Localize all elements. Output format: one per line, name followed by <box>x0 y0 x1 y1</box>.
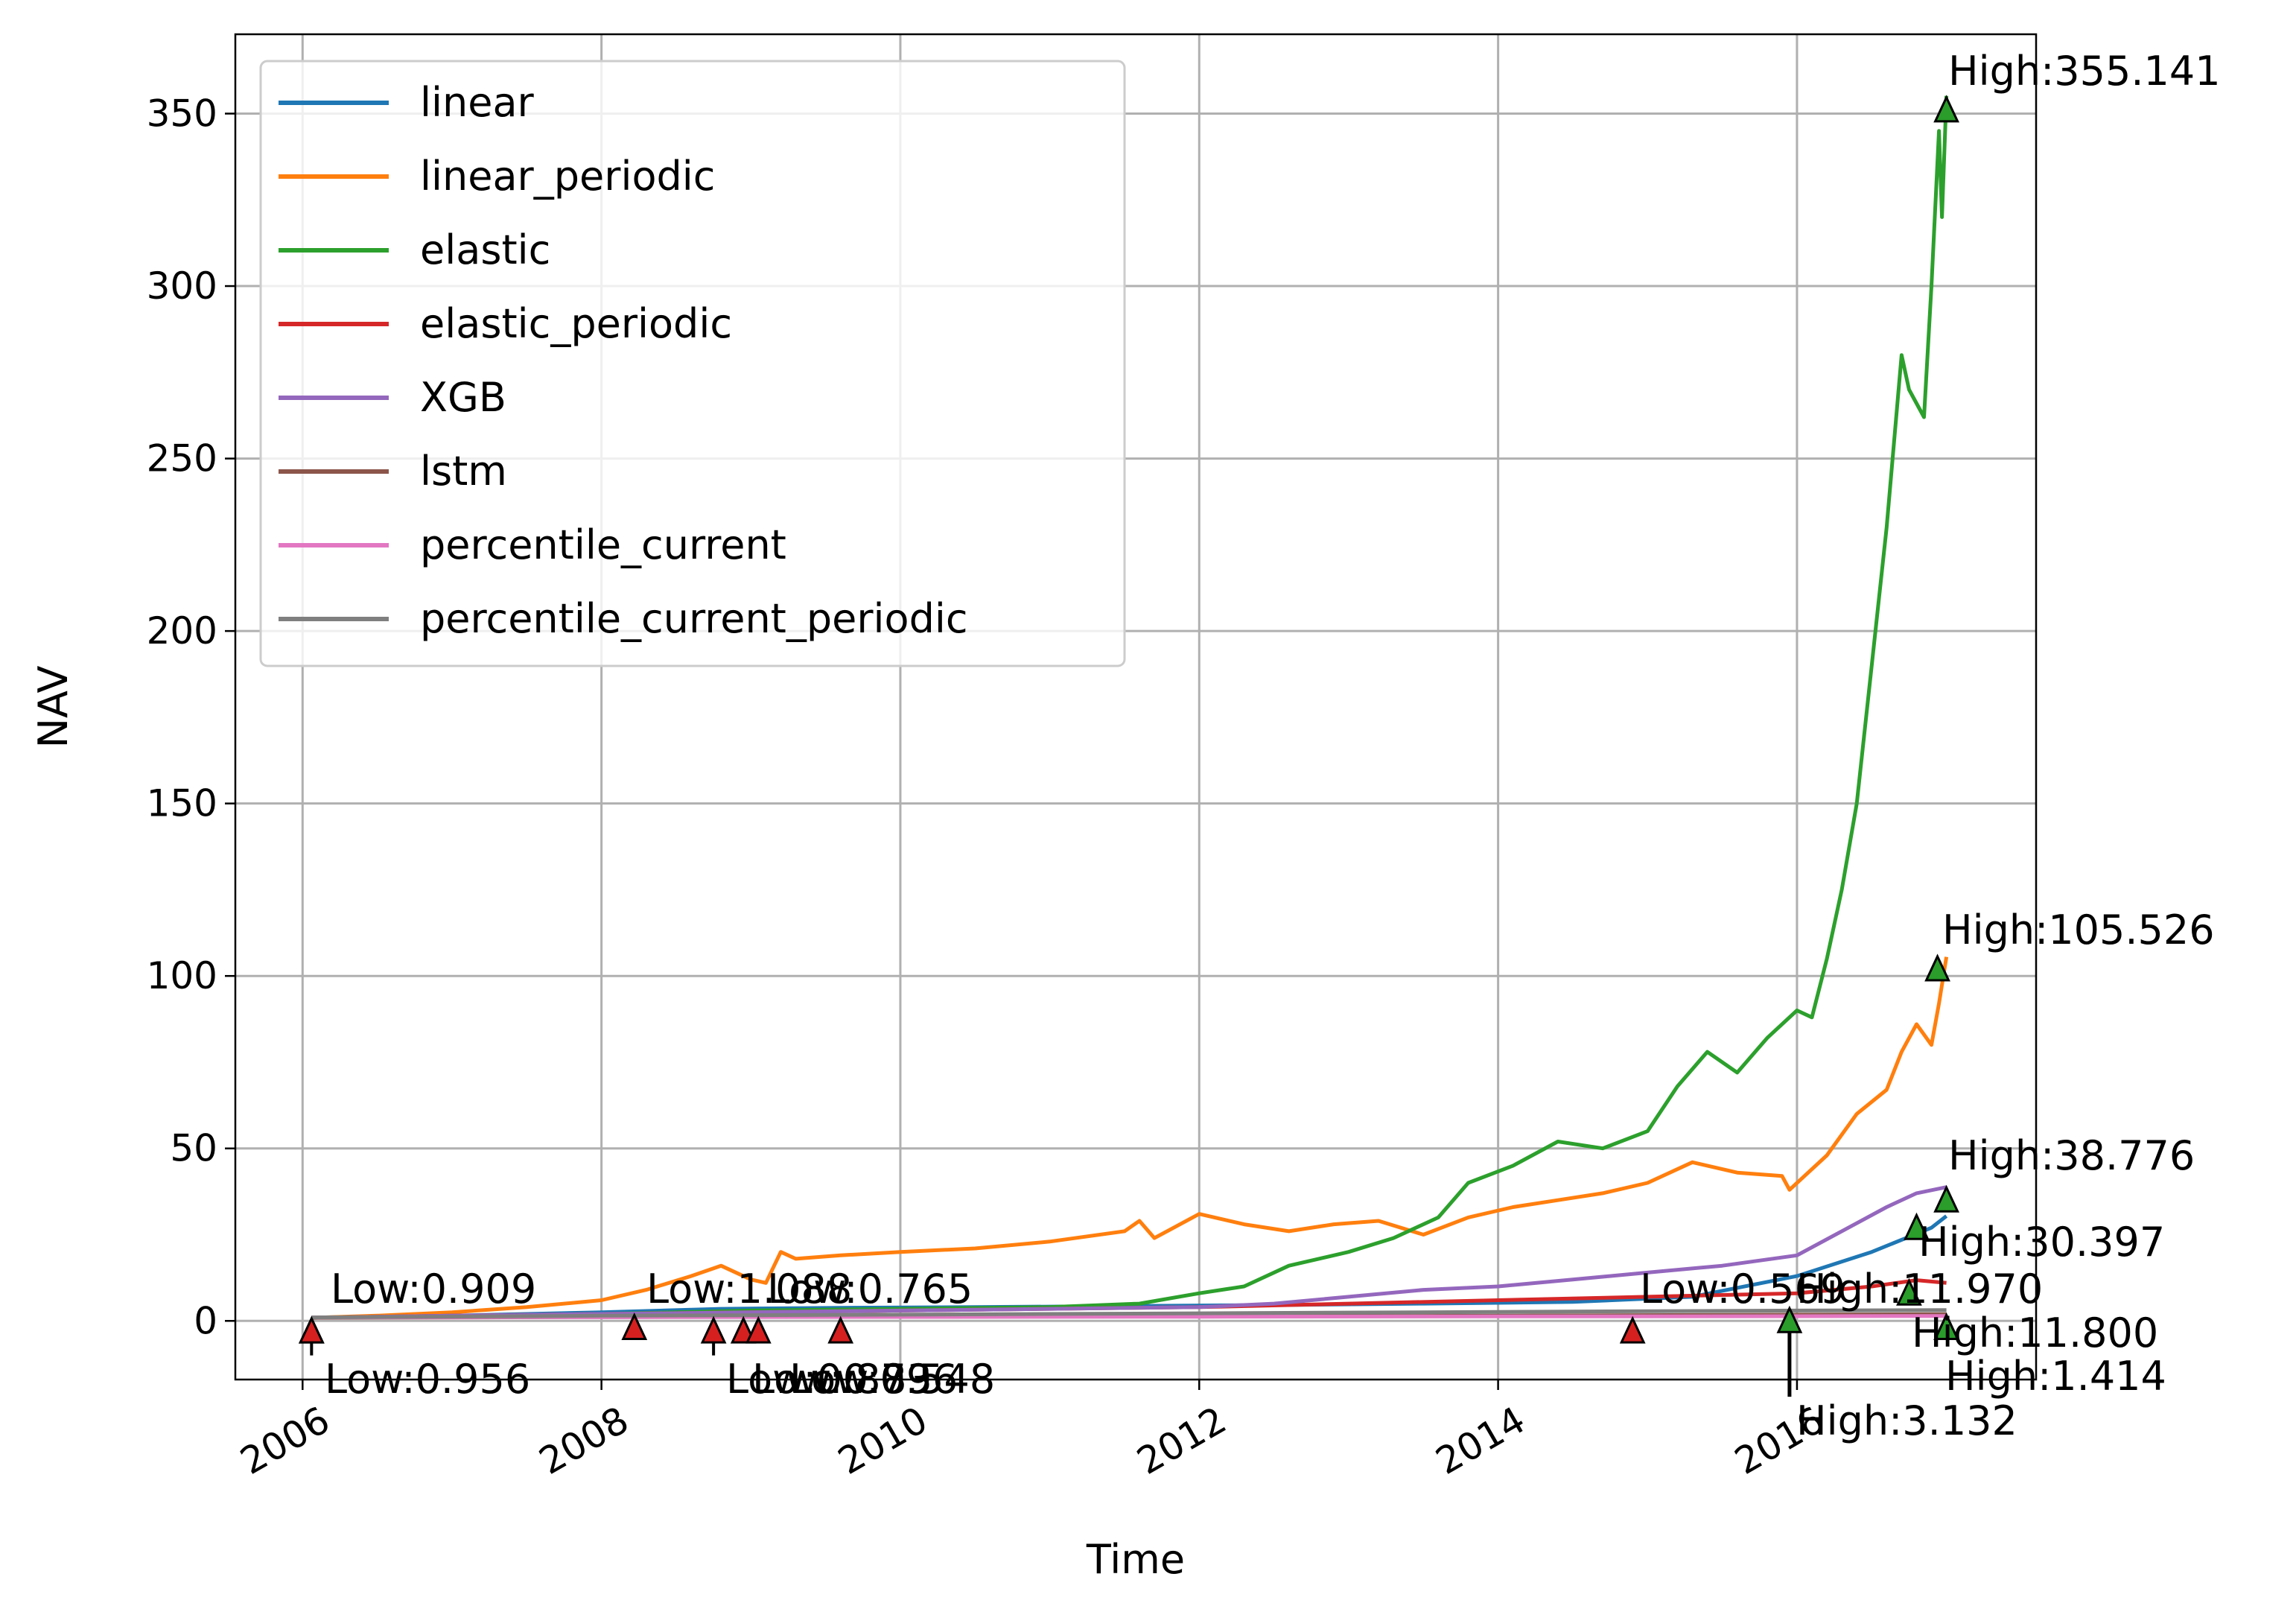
y-tick-label: 0 <box>194 1299 217 1342</box>
legend-label: XGB <box>420 374 506 421</box>
high-marker <box>1896 1277 1922 1306</box>
series-line-xgb <box>311 1185 1947 1320</box>
high-annotation: High:11.800 <box>1912 1310 2158 1356</box>
series-line-percentile-current-periodic <box>311 1308 1947 1320</box>
legend-label: linear_periodic <box>420 153 715 200</box>
high-annotation: High:355.141 <box>1948 48 2221 95</box>
legend-label: elastic_periodic <box>420 300 732 347</box>
y-tick-label: 150 <box>147 782 217 825</box>
y-tick-label: 50 <box>170 1127 217 1170</box>
high-annotation: High:105.526 <box>1942 907 2215 953</box>
y-tick-label: 200 <box>147 609 217 653</box>
series-line-elastic <box>311 95 1949 1320</box>
legend-label: percentile_current_periodic <box>420 595 968 642</box>
low-marker <box>621 1312 648 1341</box>
legend-label: lstm <box>420 448 507 495</box>
low-marker <box>700 1315 727 1344</box>
high-marker <box>1904 1212 1930 1240</box>
series-line-linear-periodic <box>311 956 1949 1320</box>
high-annotation: High:1.414 <box>1945 1353 2166 1400</box>
y-tick-label: 250 <box>147 437 217 480</box>
low-annotation: Low:0.909 <box>331 1266 536 1312</box>
high-annotation: High:11.970 <box>1796 1266 2043 1312</box>
low-annotation: Low:1.088 <box>646 1266 852 1312</box>
low-annotation: Low:0.765 <box>767 1266 973 1312</box>
low-marker <box>1619 1315 1646 1344</box>
high-annotation: High:38.776 <box>1948 1132 2195 1179</box>
legend-label: linear <box>420 79 535 126</box>
legend-label: elastic <box>420 226 550 273</box>
high-marker <box>1924 953 1950 982</box>
low-annotation: Low:0.569 <box>1640 1266 1845 1312</box>
legend-label: percentile_current <box>420 521 786 568</box>
low-marker <box>298 1315 325 1344</box>
y-tick-label: 100 <box>147 954 217 997</box>
high-marker <box>1933 1312 1959 1341</box>
series-lines <box>311 95 1949 1320</box>
x-axis-label: Time <box>1086 1536 1185 1583</box>
high-annotation: High:30.397 <box>1918 1219 2165 1266</box>
high-marker <box>1933 1184 1959 1213</box>
low-marker <box>827 1315 854 1344</box>
y-axis-label: NAV <box>30 666 77 749</box>
high-marker <box>1933 95 1959 123</box>
low-marker <box>745 1315 772 1344</box>
y-tick-label: 350 <box>147 92 217 136</box>
legend-box <box>259 60 1126 667</box>
plot-frame <box>234 33 2038 1381</box>
high-annotation: High:3.132 <box>1796 1397 2017 1444</box>
y-tick-label: 300 <box>147 264 217 308</box>
high-marker <box>1776 1305 1803 1333</box>
